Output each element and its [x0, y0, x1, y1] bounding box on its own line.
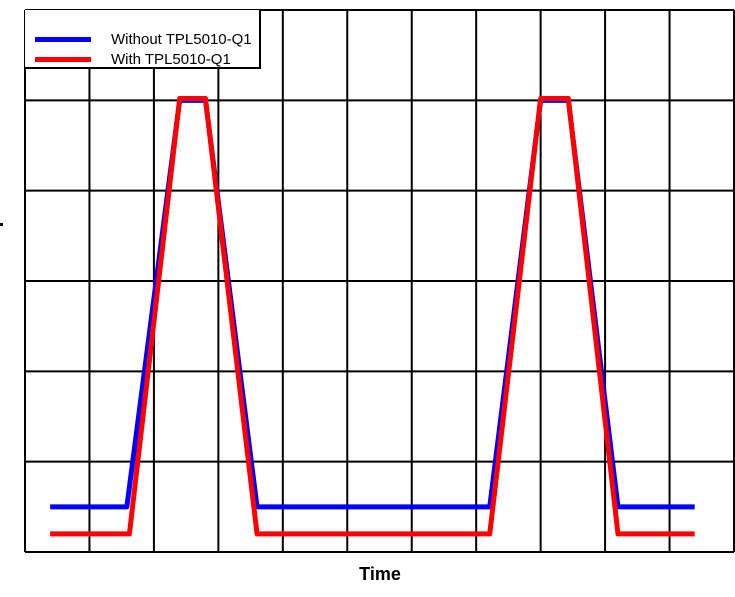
legend-item-without: Without TPL5010-Q1 — [35, 30, 252, 48]
legend-label: Without TPL5010-Q1 — [111, 30, 252, 48]
legend-item-with: With TPL5010-Q1 — [35, 50, 231, 68]
legend-label: With TPL5010-Q1 — [111, 50, 231, 68]
legend-swatch-red — [35, 56, 91, 62]
x-axis-label: Time — [359, 564, 401, 584]
data-series — [50, 96, 695, 537]
grid-lines — [24, 9, 735, 553]
legend: Without TPL5010-Q1 With TPL5010-Q1 — [25, 10, 261, 69]
legend-swatch-blue — [35, 36, 91, 42]
y-axis-tick-mark — [0, 223, 3, 226]
